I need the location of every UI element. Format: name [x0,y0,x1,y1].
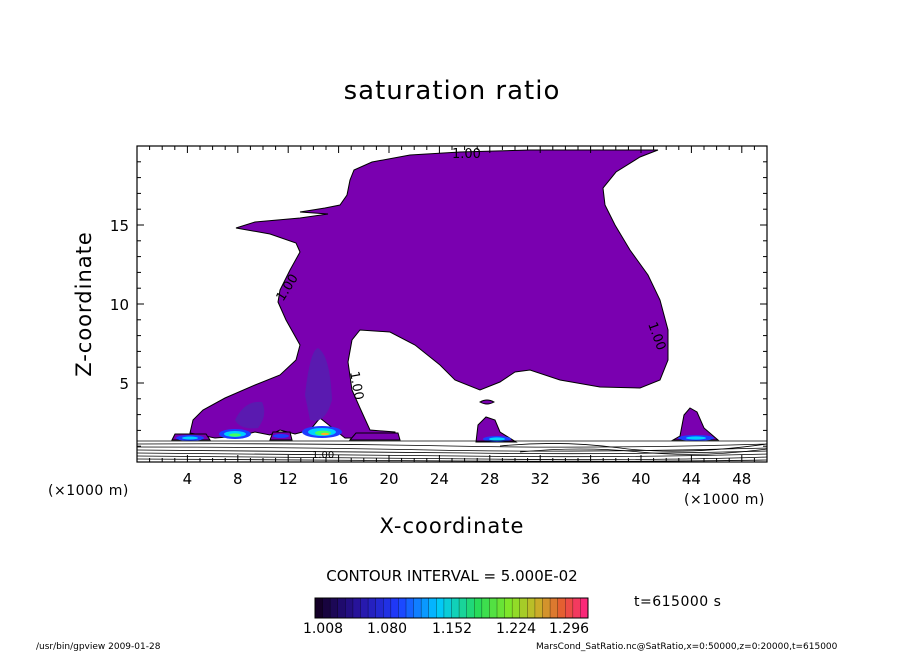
x-tick-label: 12 [279,470,298,488]
colorbar-cell [337,598,346,618]
colorbar-cell [383,598,392,618]
colorbar-cell [406,598,415,618]
hot-spot [182,436,198,440]
colorbar-cell [315,598,324,618]
x-tick-label: 20 [379,470,398,488]
x-tick-label: 24 [430,470,449,488]
x-tick-label: 4 [183,470,193,488]
x-axis-label: X-coordinate [379,514,525,538]
colorbar-cell [413,598,422,618]
y-tick-label: 10 [110,296,129,314]
colorbar-cell [466,598,475,618]
colorbar-tick-label: 1.008 [302,621,344,637]
chart-title: saturation ratio [343,76,561,106]
plume-core-1 [305,348,332,421]
hot-spot [273,434,289,438]
footer-right: MarsCond_SatRatio.nc@SatRatio,x=0:50000,… [536,642,838,652]
colorbar-cell [557,598,566,618]
colorbar-cell [527,598,536,618]
contour-label: 1.00 [312,450,334,461]
x-tick-label: 28 [480,470,499,488]
x-tick-label: 8 [233,470,243,488]
x-unit-right: (×1000 m) [684,492,765,508]
contour-interval: CONTOUR INTERVAL = 5.000E-02 [326,567,578,585]
supersaturated-cap-28 [475,416,518,443]
supersaturated-cap-45 [671,407,720,441]
colorbar-tick-label: 1.152 [431,621,473,637]
colorbar-cell [565,598,574,618]
y-axis-label: Z-coordinate [72,231,96,377]
contour-label: 1.00 [346,370,366,401]
x-tick-label: 44 [682,470,701,488]
x-tick-label: 40 [631,470,650,488]
colorbar-cell [390,598,399,618]
colorbar-cell [428,598,437,618]
colorbar-cell [504,598,513,618]
colorbar-cell [512,598,521,618]
contour-label: 1.00 [452,147,481,162]
colorbar-cell [443,598,452,618]
colorbar-cell [542,598,551,618]
colorbar-tick-label: 1.080 [366,621,408,637]
small-blob-28 [478,399,496,405]
colorbar-cell [352,598,361,618]
colorbar-cell [345,598,354,618]
y-tick-label: 5 [119,375,129,393]
hot-spot [321,432,329,436]
colorbar-cell [459,598,468,618]
colorbar-cell [474,598,483,618]
colorbar-cell [375,598,384,618]
y-tick-label: 15 [110,217,129,235]
colorbar-frame [314,597,589,619]
hot-spot [489,437,505,441]
colorbar-cell [368,598,377,618]
x-tick-label: 36 [581,470,600,488]
colorbar-cell [436,598,445,618]
time-label: t=615000 s [634,594,722,610]
colorbar-cell [572,598,581,618]
plume-core-2 [235,401,265,429]
colorbar-cell [322,598,331,618]
colorbar-tick-label: 1.224 [495,621,537,637]
hot-spot [229,433,241,437]
colorbar-cell [489,598,498,618]
x-tick-label: 48 [732,470,751,488]
colorbar-cell [580,598,589,618]
colorbar-cell [481,598,490,618]
colorbar-cell [360,598,369,618]
colorbar-cell [519,598,528,618]
x-tick-label: 16 [329,470,348,488]
colorbar-cell [421,598,430,618]
hot-spot [686,436,706,440]
x-unit-left: (×1000 m) [48,483,129,499]
colorbar-cell [330,598,339,618]
colorbar-cell [451,598,460,618]
colorbar-tick-label: 1.296 [548,621,590,637]
colorbar-cell [497,598,506,618]
colorbar [314,597,589,619]
colorbar-cell [398,598,407,618]
x-tick-label: 32 [531,470,550,488]
colorbar-cell [534,598,543,618]
colorbar-cell [550,598,559,618]
footer-left: /usr/bin/gpview 2009-01-28 [36,642,161,652]
ground-cap-c [348,432,401,441]
supersaturated-region-main [189,149,669,439]
